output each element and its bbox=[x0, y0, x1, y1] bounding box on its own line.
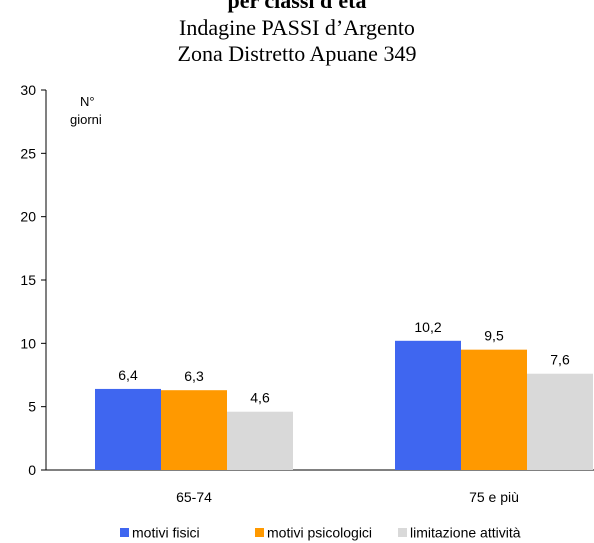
chart-title-line-3: Zona Distretto Apuane 349 bbox=[178, 41, 417, 66]
legend-label: limitazione attività bbox=[410, 525, 521, 541]
y-axis-ticks: 0 5 10 15 20 25 30 bbox=[20, 82, 46, 478]
data-label: 9,5 bbox=[484, 328, 504, 344]
y-tick-label: 0 bbox=[28, 462, 36, 478]
category-label: 65-74 bbox=[176, 489, 212, 505]
bar-motivi-psicologici-65-74 bbox=[161, 390, 227, 470]
legend-swatch bbox=[398, 528, 407, 537]
category-labels: 65-74 75 e più bbox=[176, 489, 519, 505]
bars bbox=[95, 340, 593, 470]
data-label: 6,3 bbox=[184, 368, 204, 384]
bar-motivi-psicologici-75-e-più bbox=[461, 349, 527, 470]
y-tick-label: 20 bbox=[20, 209, 36, 225]
data-label: 4,6 bbox=[250, 390, 270, 406]
legend-swatch bbox=[120, 528, 129, 537]
data-label: 6,4 bbox=[118, 367, 138, 383]
chart-title: per classi d'età Indagine PASSI d’Argent… bbox=[178, 0, 417, 66]
bar-limitazione-attività-75-e-più bbox=[527, 373, 593, 470]
y-tick-label: 10 bbox=[20, 335, 36, 351]
y-unit-label-line-1: N° bbox=[80, 94, 95, 109]
y-tick-label: 15 bbox=[20, 272, 36, 288]
bar-motivi-fisici-75-e-più bbox=[395, 340, 461, 470]
chart-title-line-2: Indagine PASSI d’Argento bbox=[179, 15, 415, 40]
y-tick-label: 30 bbox=[20, 82, 36, 98]
bar-limitazione-attività-65-74 bbox=[227, 411, 293, 470]
y-tick-label: 5 bbox=[28, 399, 36, 415]
legend-label: motivi fisici bbox=[132, 525, 200, 541]
legend-swatch bbox=[255, 528, 264, 537]
bar-motivi-fisici-65-74 bbox=[95, 388, 161, 470]
data-label: 7,6 bbox=[550, 352, 570, 368]
data-labels: 6,4 6,3 4,6 10,2 9,5 7,6 bbox=[118, 319, 570, 406]
data-label: 10,2 bbox=[414, 319, 441, 335]
legend: motivi fisici motivi psicologici limitazio… bbox=[120, 525, 521, 541]
chart-title-line-1: per classi d'età bbox=[228, 0, 367, 13]
y-tick-label: 25 bbox=[20, 145, 36, 161]
y-unit-label-line-2: giorni bbox=[70, 112, 102, 127]
legend-label: motivi psicologici bbox=[267, 525, 372, 541]
category-label: 75 e più bbox=[469, 489, 519, 505]
